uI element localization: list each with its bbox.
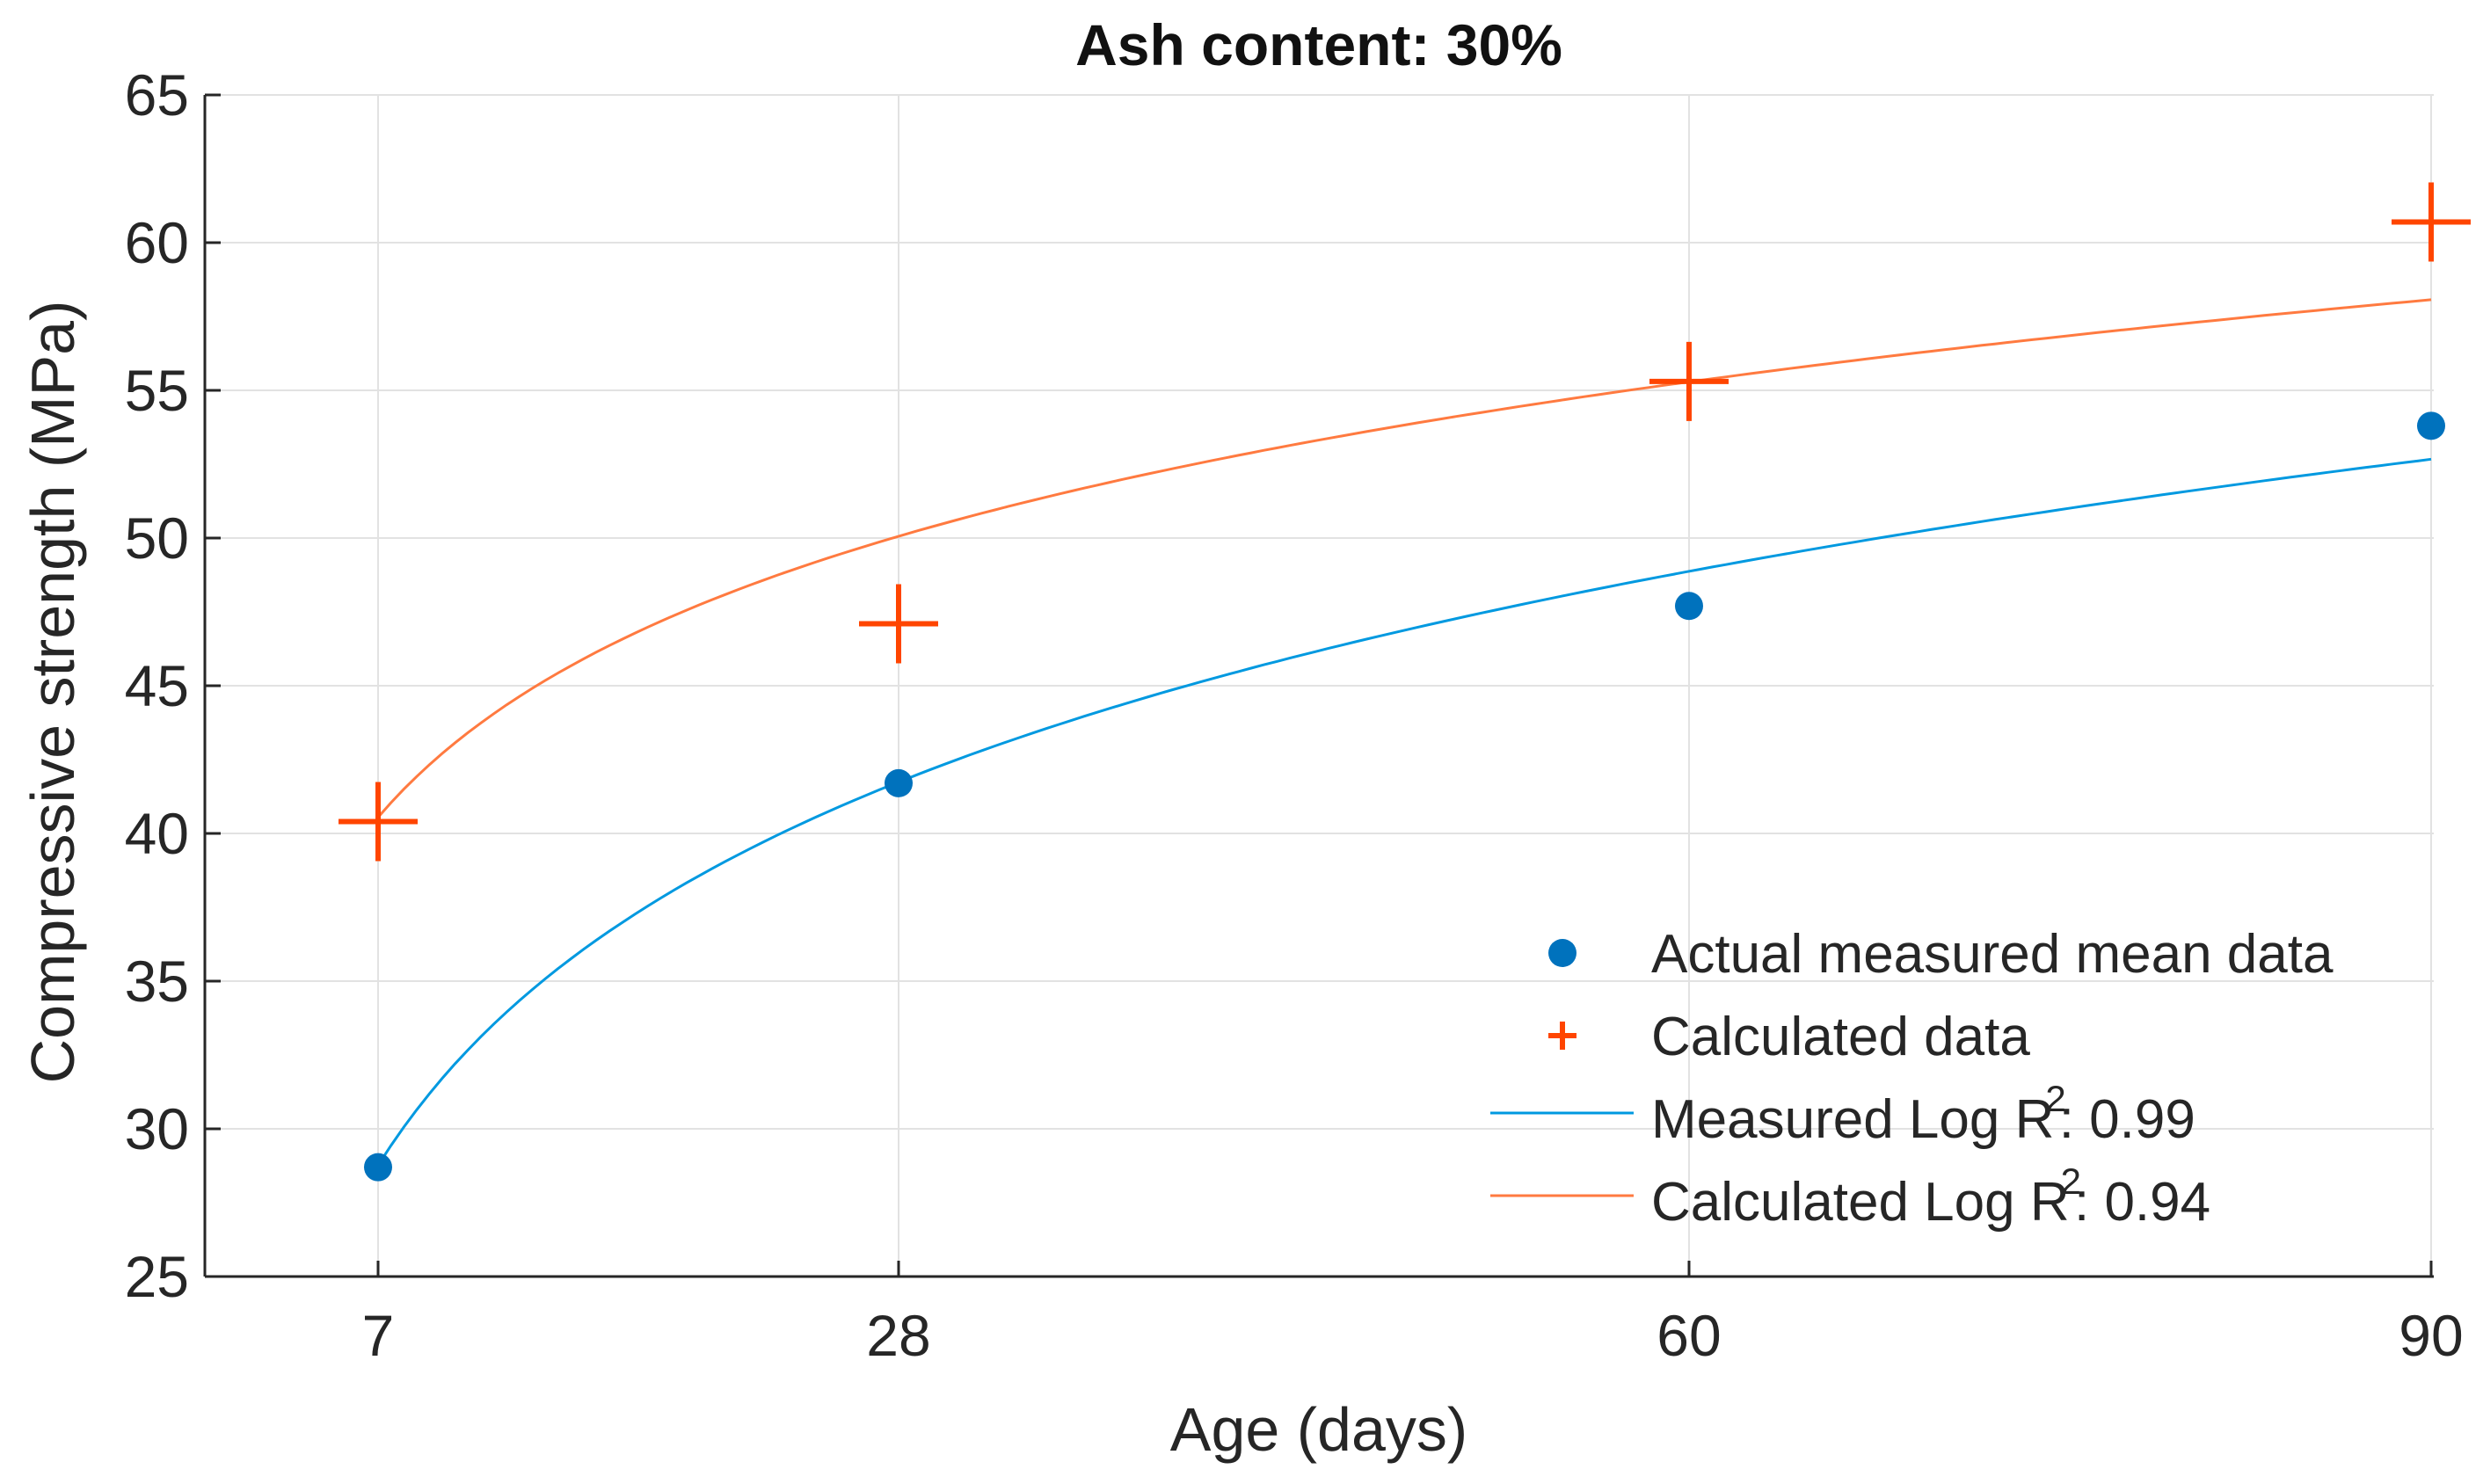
x-tick-label: 60 [1657, 1303, 1721, 1368]
y-tick-label: 55 [125, 358, 189, 423]
legend-label: Actual measured mean data [1651, 924, 2334, 985]
legend-label: Calculated data [1651, 1007, 2030, 1067]
y-tick-label: 65 [125, 62, 189, 127]
x-tick-label: 90 [2399, 1303, 2463, 1368]
x-tick-label: 28 [866, 1303, 930, 1368]
legend-superscript: 2 [2061, 1160, 2081, 1202]
fit-curve [376, 298, 2432, 818]
legend-dot-symbol [1548, 939, 1576, 967]
y-tick-label: 35 [125, 949, 189, 1014]
tick-labels: 25 30 35 40 45 50 55 60 65 7 28 60 90 [125, 62, 2464, 1368]
legend-entry: Calculated Log R2: 0.94 [1490, 1160, 2210, 1233]
data-markers [339, 182, 2471, 1182]
y-tick-label: 50 [125, 506, 189, 571]
data-point [364, 1153, 392, 1182]
chart-title: Ash content: 30% [1075, 12, 1562, 77]
legend: Actual measured mean data Calculated data… [1490, 924, 2334, 1233]
y-tick-label: 45 [125, 653, 189, 718]
legend-entry: Actual measured mean data [1548, 924, 2334, 985]
fit-curve [376, 457, 2432, 1167]
data-point [2417, 411, 2445, 440]
legend-superscript: 2 [2045, 1078, 2065, 1119]
legend-entry: Measured Log R2: 0.99 [1490, 1078, 2195, 1150]
y-tick-label: 40 [125, 801, 189, 866]
data-point [1675, 592, 1703, 621]
y-tick-label: 30 [125, 1096, 189, 1161]
fit-curves [376, 298, 2432, 1167]
x-tick-label: 7 [362, 1303, 395, 1368]
y-tick-label: 60 [125, 210, 189, 275]
data-point [1649, 341, 1729, 421]
data-point [859, 584, 938, 664]
data-point [885, 768, 913, 797]
y-tick-label: 25 [125, 1244, 189, 1309]
legend-label: Calculated Log R2: 0.94 [1651, 1160, 2210, 1233]
data-point [2392, 182, 2471, 262]
legend-r2-value: : 0.99 [2059, 1089, 2195, 1150]
legend-entry: Calculated data [1548, 1007, 2030, 1067]
legend-r2-value: : 0.94 [2074, 1172, 2210, 1233]
legend-label: Measured Log R2: 0.99 [1651, 1078, 2195, 1150]
data-point [339, 782, 418, 862]
x-axis-label: Age (days) [1170, 1395, 1467, 1464]
axes [203, 93, 2434, 1278]
y-axis-label: Compressive strength (MPa) [18, 301, 87, 1084]
